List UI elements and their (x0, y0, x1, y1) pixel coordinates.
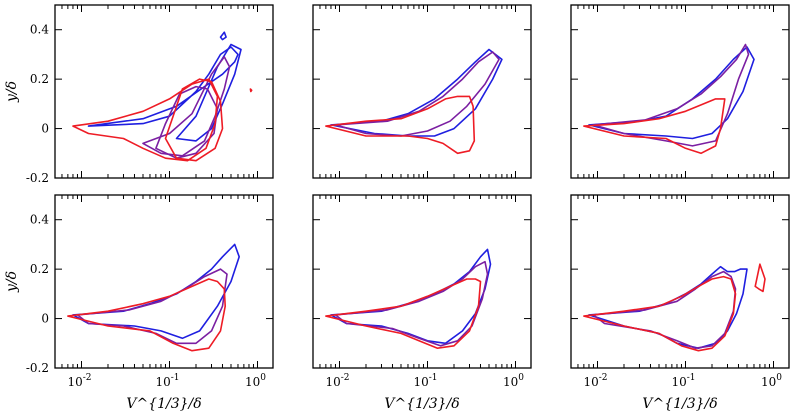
axes-frame (570, 4, 790, 179)
contour-red (72, 78, 219, 162)
contour-red (583, 275, 737, 352)
contour-purple (592, 43, 750, 147)
panel-bottom-middle: 10-2 10-1 100 V^{1/3}/δ (312, 194, 532, 412)
x-tick-label: 100 (503, 373, 524, 389)
panel-bottom-left: 0.4 0.2 0 -0.2 y/δ 10-2 10-1 100 V^{1/3}/δ (4, 194, 274, 412)
y-tick-label: 0.4 (30, 213, 49, 227)
contour-blue (330, 248, 492, 345)
x-tick-label: 10-1 (413, 373, 437, 389)
panels-layer: 0.4 0.2 0 -0.2 y/δ 0.4 0.2 0 -0.2 y/δ 10-2 10-1 100 V… (4, 4, 790, 412)
y-tick-label: -0.2 (26, 361, 49, 375)
axes-frame (312, 4, 532, 179)
contour-purple (334, 51, 500, 137)
contour-blue (588, 46, 755, 140)
x-tick-label: 10-1 (155, 373, 179, 389)
contour-blue (219, 31, 227, 41)
contour-red (325, 278, 482, 349)
panel-top-right (570, 4, 790, 179)
axes-frame (312, 194, 532, 369)
y-axis-label: y/δ (4, 81, 20, 103)
contour-red (249, 88, 253, 93)
x-axis-label: V^{1/3}/δ (384, 396, 459, 412)
y-tick-label: 0.4 (30, 23, 49, 37)
y-tick-label: -0.2 (26, 171, 49, 185)
y-tick-label: 0 (41, 122, 49, 136)
x-tick-label: 10-2 (325, 373, 349, 389)
y-tick-label: 0.2 (30, 262, 49, 276)
y-tick-label: 0 (41, 312, 49, 326)
x-tick-label: 10-2 (583, 373, 607, 389)
contour-purple (155, 85, 219, 159)
x-tick-label: 100 (761, 373, 782, 389)
axes-frame (570, 194, 790, 369)
contour-blue (588, 265, 748, 349)
y-axis-label: y/δ (4, 271, 20, 293)
axes-frame (54, 4, 274, 179)
contour-blue (330, 48, 503, 137)
panel-bottom-right: 10-2 10-1 100 V^{1/3}/δ (570, 194, 790, 412)
x-axis-label: V^{1/3}/δ (642, 396, 717, 412)
contour-red (164, 78, 224, 162)
contour-red (325, 95, 476, 155)
x-tick-label: 100 (245, 373, 266, 389)
contour-purple (142, 56, 231, 157)
y-tick-label: 0.2 (30, 72, 49, 86)
contour-red (583, 98, 726, 155)
panel-top-left: 0.4 0.2 0 -0.2 y/δ (4, 4, 274, 185)
contour-red (67, 278, 226, 352)
x-axis-label: V^{1/3}/δ (126, 396, 201, 412)
x-tick-label: 10-1 (671, 373, 695, 389)
contour-purple (334, 260, 489, 347)
axes-frame (54, 194, 274, 369)
panel-top-middle (312, 4, 532, 179)
contour-red (754, 263, 766, 293)
x-tick-label: 10-2 (67, 373, 91, 389)
